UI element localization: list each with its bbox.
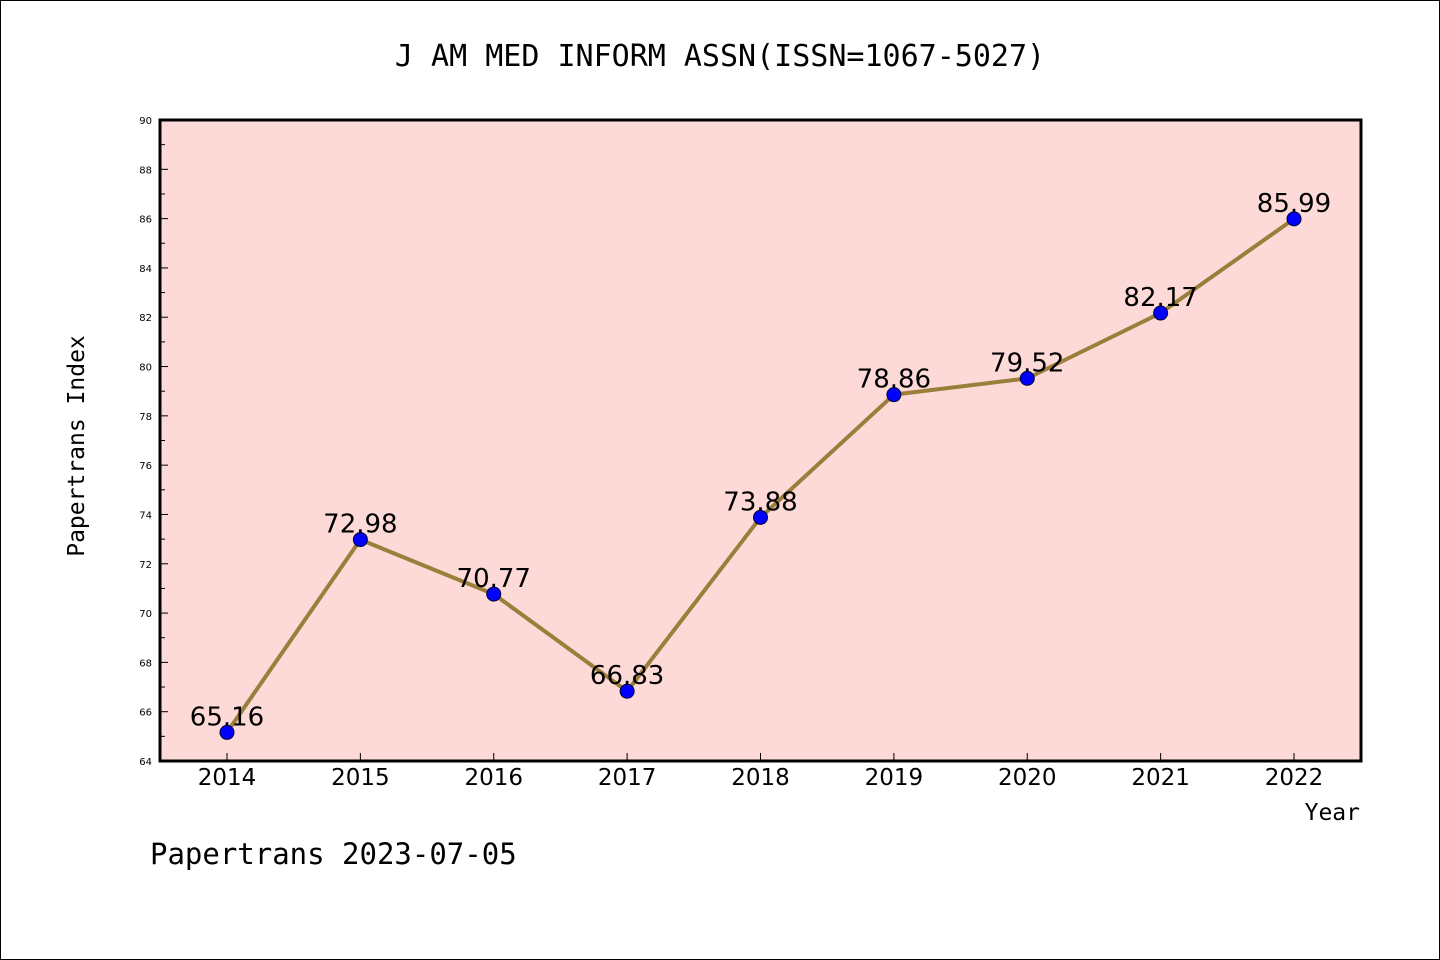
data-point (486, 586, 502, 602)
data-points (219, 211, 1302, 740)
y-tick-label: 86 (139, 215, 152, 226)
data-point (352, 532, 368, 548)
data-point (219, 724, 235, 740)
x-tick-label: 2020 (998, 765, 1057, 791)
data-label: 73.88 (723, 487, 797, 517)
y-tick-label: 70 (139, 609, 152, 620)
y-tick-label: 66 (139, 708, 152, 719)
data-label: 66.83 (590, 661, 664, 691)
y-tick-label: 78 (139, 412, 152, 423)
data-point (1153, 305, 1169, 321)
data-label: 85.99 (1257, 189, 1331, 219)
x-tick-label: 2022 (1265, 765, 1324, 791)
y-tick-label: 74 (139, 510, 152, 521)
x-tick-label: 2018 (731, 765, 790, 791)
y-tick-label: 80 (139, 363, 152, 374)
data-point (886, 387, 902, 403)
x-tick-label: 2014 (198, 765, 257, 791)
y-tick-label: 88 (139, 165, 152, 176)
data-point (619, 683, 635, 699)
data-point (1019, 370, 1035, 386)
x-axis: 2014 2015 2016 2017 2018 2019 2020 2021 2022 (198, 753, 1324, 791)
y-tick-label: 68 (139, 658, 152, 669)
data-point (1286, 211, 1302, 227)
y-tick-label: 76 (139, 461, 152, 472)
data-point (753, 509, 768, 525)
footer-date: Papertrans 2023-07-05 (150, 837, 517, 871)
y-axis-title: Papertrans Index (64, 335, 90, 557)
y-tick-label: 72 (139, 560, 152, 571)
plot-area (158, 118, 1363, 763)
x-tick-label: 2021 (1131, 765, 1190, 791)
x-tick-label: 2017 (598, 765, 657, 791)
data-label: 82.17 (1123, 283, 1197, 313)
x-tick-label: 2019 (865, 765, 924, 791)
y-tick-label: 90 (139, 116, 152, 127)
data-label: 65.16 (190, 702, 264, 732)
y-axis: 64 66 68 70 72 74 76 78 80 82 84 86 88 90 (139, 116, 168, 768)
x-axis-title: Year (1305, 800, 1360, 826)
x-tick-label: 2015 (331, 765, 390, 791)
chart-title: J AM MED INFORM ASSN(ISSN=1067-5027) (395, 39, 1045, 74)
y-tick-label: 64 (139, 757, 152, 768)
y-tick-label: 82 (139, 313, 152, 324)
data-labels: 65.16 72.98 70.77 66.83 73.88 78.86 79.52 82.17… (190, 189, 1331, 733)
data-label: 72.98 (323, 510, 397, 540)
y-tick-label: 84 (139, 264, 152, 275)
data-label: 78.86 (857, 365, 931, 395)
data-label: 79.52 (990, 348, 1064, 378)
x-tick-label: 2016 (464, 765, 523, 791)
data-label: 70.77 (457, 564, 531, 594)
